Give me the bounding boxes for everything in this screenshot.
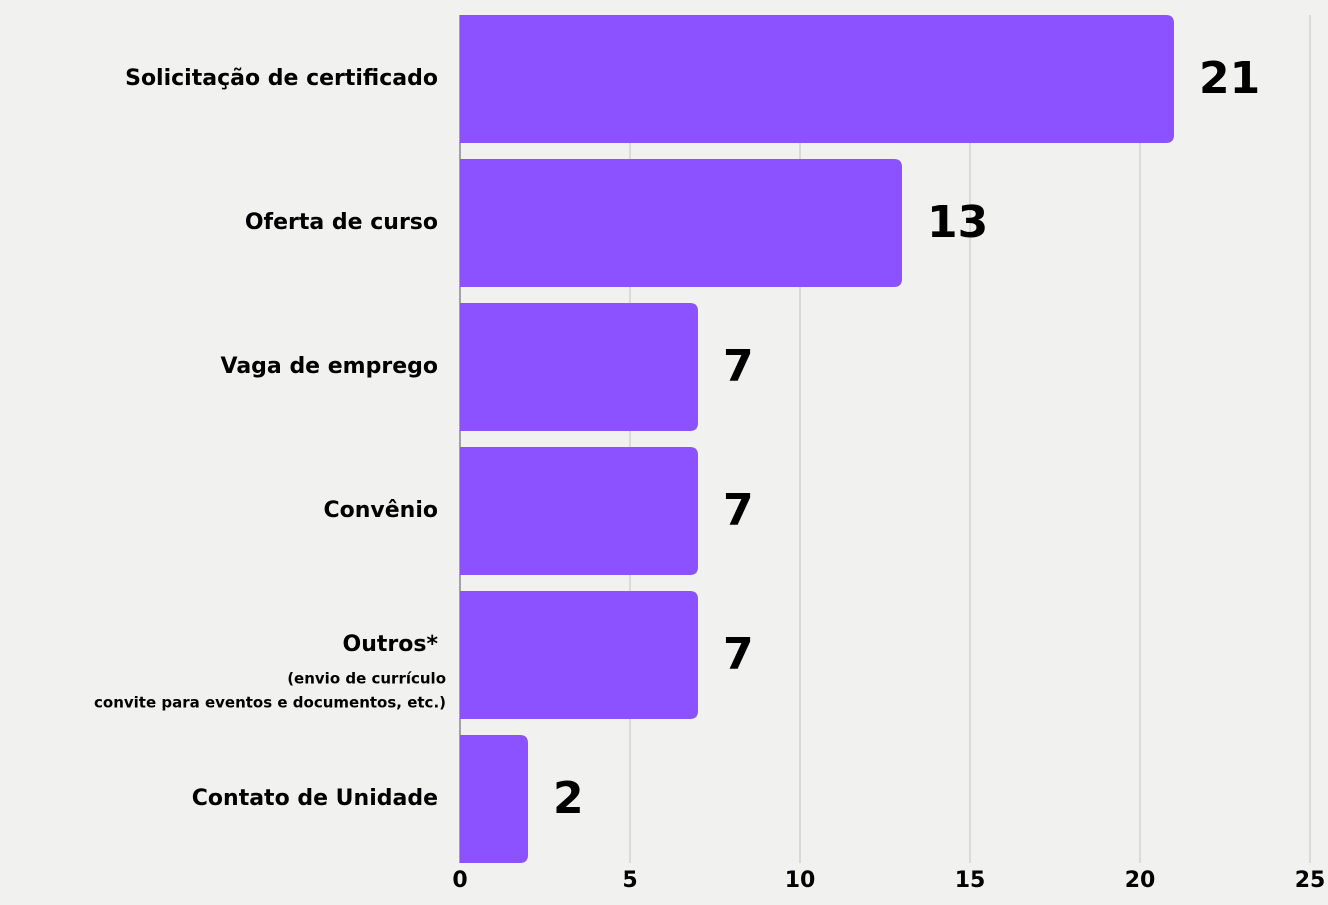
category-label: Solicitação de certificado	[125, 66, 438, 91]
x-tick-label: 5	[622, 868, 637, 893]
value-label: 21	[1199, 53, 1260, 104]
category-note: (envio de currículo	[287, 670, 446, 688]
bar	[460, 447, 698, 575]
bar	[460, 159, 902, 287]
x-tick-label: 25	[1295, 868, 1326, 893]
bar	[460, 591, 698, 719]
value-label: 7	[723, 485, 754, 536]
category-label: Oferta de curso	[245, 210, 438, 235]
category-note: convite para eventos e documentos, etc.)	[94, 694, 446, 712]
value-label: 7	[723, 341, 754, 392]
bar	[460, 735, 528, 863]
value-label: 2	[553, 773, 584, 824]
x-tick-label: 0	[452, 868, 467, 893]
x-tick-label: 10	[785, 868, 816, 893]
x-tick-label: 15	[955, 868, 986, 893]
bar	[460, 15, 1174, 143]
category-label: Contato de Unidade	[192, 786, 438, 811]
category-label: Vaga de emprego	[221, 354, 438, 379]
value-label: 7	[723, 629, 754, 680]
x-tick-label: 20	[1125, 868, 1156, 893]
value-label: 13	[927, 197, 988, 248]
category-label: Convênio	[323, 498, 438, 523]
category-label: Outros*	[343, 632, 439, 657]
bar	[460, 303, 698, 431]
